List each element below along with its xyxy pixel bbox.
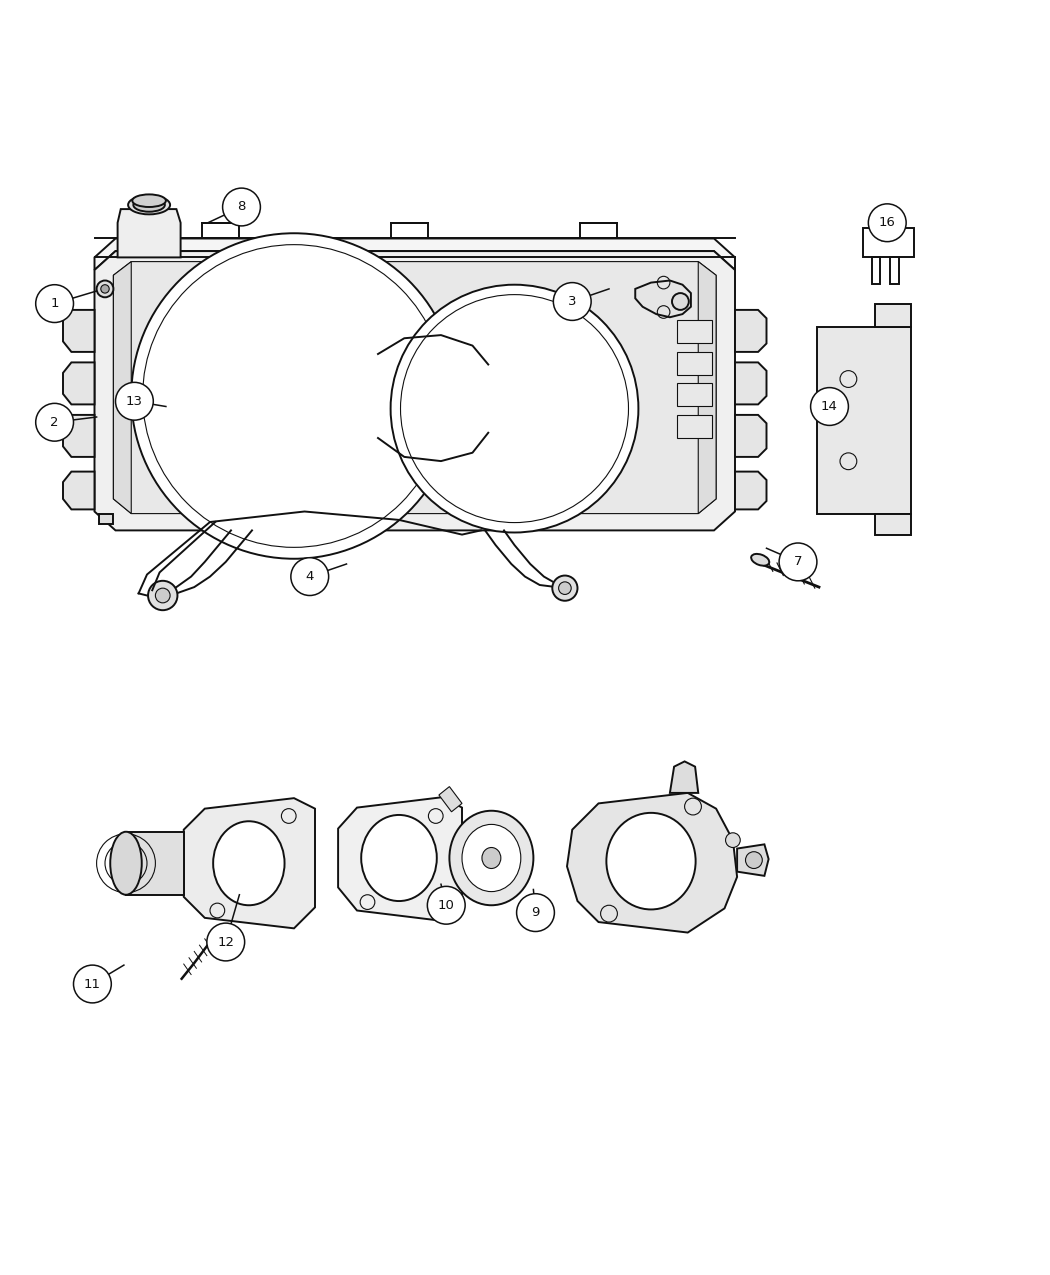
Circle shape <box>291 557 329 595</box>
Polygon shape <box>113 261 716 514</box>
Text: 12: 12 <box>217 936 234 949</box>
Circle shape <box>36 284 74 323</box>
Text: 3: 3 <box>568 295 576 309</box>
Circle shape <box>427 886 465 924</box>
Text: 16: 16 <box>879 217 896 230</box>
Polygon shape <box>521 904 544 929</box>
Polygon shape <box>94 251 735 530</box>
Ellipse shape <box>133 198 165 212</box>
Circle shape <box>74 965 111 1003</box>
Circle shape <box>97 280 113 297</box>
Text: 11: 11 <box>84 978 101 991</box>
Ellipse shape <box>462 825 521 891</box>
Circle shape <box>131 233 457 558</box>
Polygon shape <box>63 362 94 404</box>
Text: 14: 14 <box>821 400 838 413</box>
Ellipse shape <box>482 848 501 868</box>
Polygon shape <box>737 844 769 876</box>
Circle shape <box>391 284 638 533</box>
Polygon shape <box>113 261 131 514</box>
Ellipse shape <box>132 194 166 207</box>
Circle shape <box>148 581 177 611</box>
Text: 1: 1 <box>50 297 59 310</box>
Text: 4: 4 <box>306 570 314 583</box>
Circle shape <box>811 388 848 426</box>
Text: 8: 8 <box>237 200 246 213</box>
Polygon shape <box>677 320 712 343</box>
Circle shape <box>559 581 571 594</box>
Text: 13: 13 <box>126 395 143 408</box>
Text: 2: 2 <box>50 416 59 428</box>
Polygon shape <box>698 261 716 514</box>
Circle shape <box>672 293 689 310</box>
Polygon shape <box>126 831 184 895</box>
Circle shape <box>726 833 740 848</box>
Polygon shape <box>567 793 737 932</box>
Ellipse shape <box>213 821 285 905</box>
Ellipse shape <box>110 831 142 895</box>
Text: 10: 10 <box>438 899 455 912</box>
Circle shape <box>36 403 74 441</box>
Circle shape <box>552 575 578 601</box>
Ellipse shape <box>449 811 533 905</box>
Polygon shape <box>118 209 181 258</box>
Polygon shape <box>670 761 698 793</box>
Circle shape <box>116 382 153 421</box>
Polygon shape <box>635 280 691 317</box>
Circle shape <box>868 204 906 242</box>
Polygon shape <box>94 238 735 270</box>
Polygon shape <box>735 310 766 352</box>
Polygon shape <box>63 414 94 456</box>
Polygon shape <box>338 797 462 921</box>
Text: 7: 7 <box>794 556 802 569</box>
Circle shape <box>517 894 554 932</box>
Polygon shape <box>677 352 712 375</box>
Ellipse shape <box>128 195 170 214</box>
Polygon shape <box>677 414 712 439</box>
Circle shape <box>207 923 245 961</box>
Polygon shape <box>735 472 766 510</box>
Polygon shape <box>735 362 766 404</box>
Circle shape <box>746 852 762 868</box>
Polygon shape <box>875 303 911 326</box>
Polygon shape <box>817 326 911 514</box>
Circle shape <box>779 543 817 581</box>
Text: 9: 9 <box>531 907 540 919</box>
Circle shape <box>223 189 260 226</box>
Polygon shape <box>677 384 712 407</box>
Ellipse shape <box>751 553 770 566</box>
Polygon shape <box>875 514 911 534</box>
Polygon shape <box>99 514 113 524</box>
Polygon shape <box>63 472 94 510</box>
Ellipse shape <box>607 813 695 909</box>
Polygon shape <box>439 787 462 812</box>
Polygon shape <box>735 414 766 456</box>
Ellipse shape <box>361 815 437 901</box>
Polygon shape <box>184 798 315 928</box>
Circle shape <box>101 284 109 293</box>
Polygon shape <box>63 310 94 352</box>
Circle shape <box>155 588 170 603</box>
Circle shape <box>553 283 591 320</box>
